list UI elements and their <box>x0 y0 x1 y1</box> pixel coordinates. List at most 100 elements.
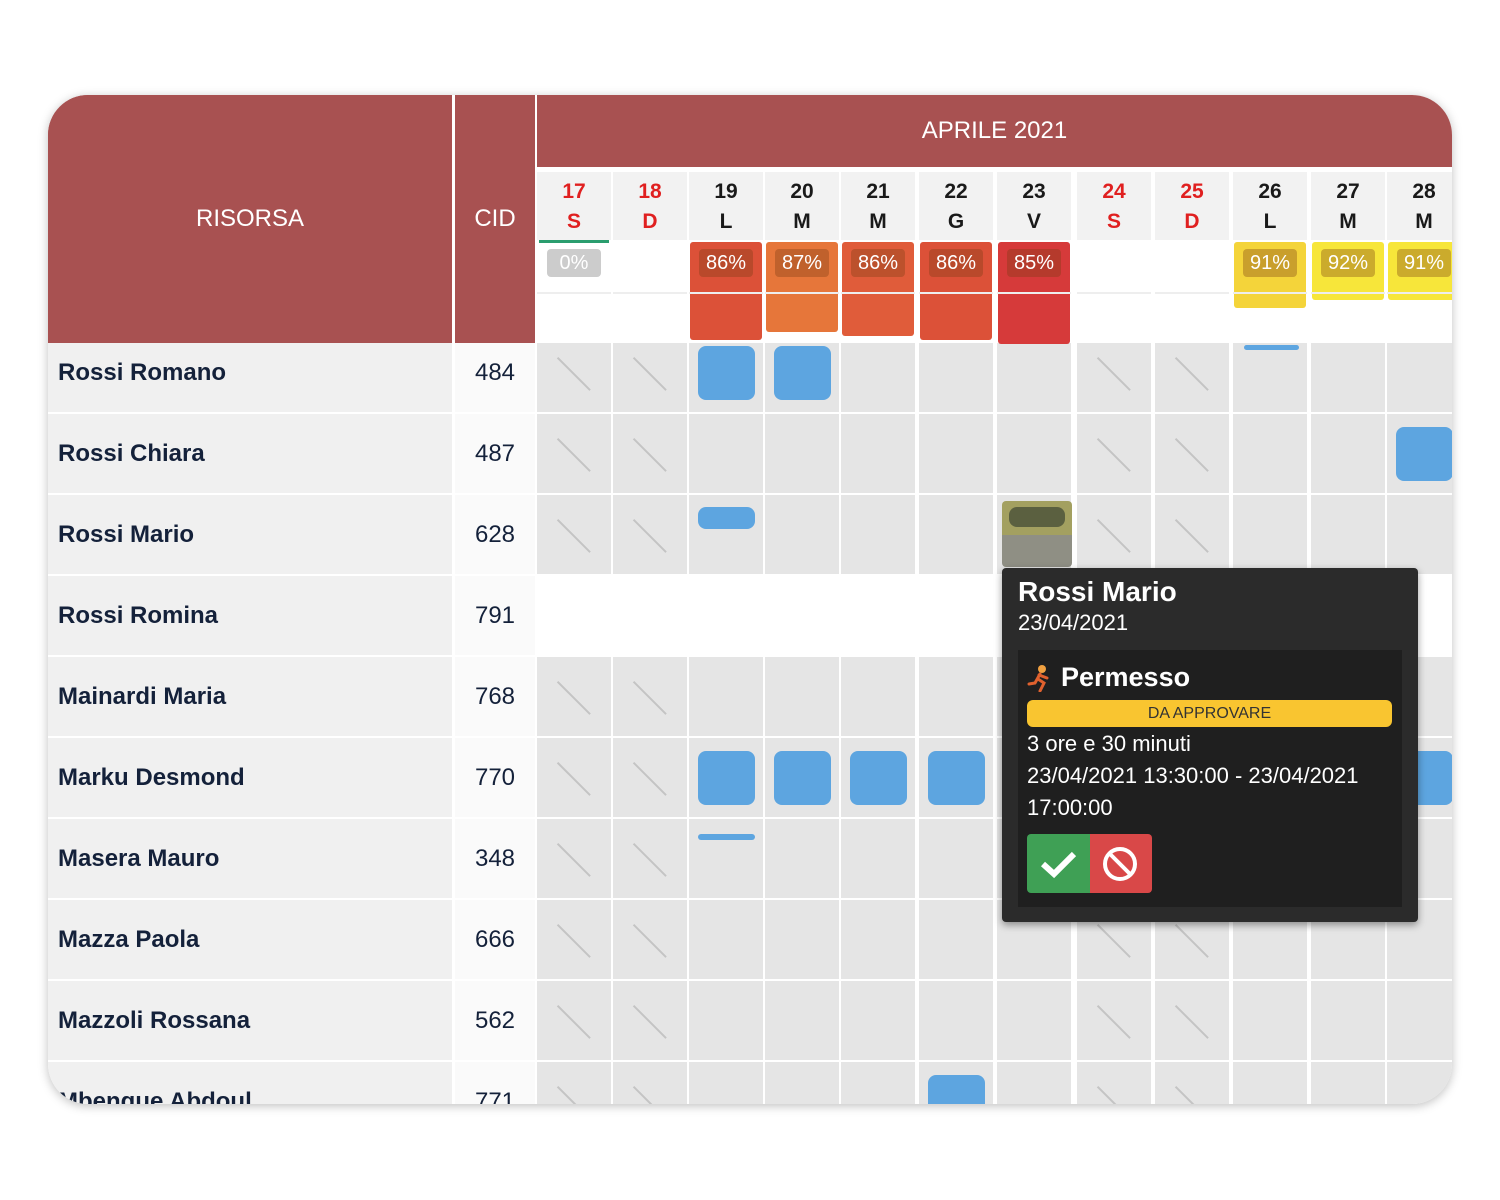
name-cell: Mazzoli Rossana <box>48 981 452 1060</box>
day-letter: M <box>1339 210 1357 233</box>
load-badge: 86% <box>699 249 753 277</box>
day-number: 21 <box>866 180 890 203</box>
day-number: 25 <box>1180 180 1204 203</box>
approve-button[interactable] <box>1027 834 1090 893</box>
day-cell <box>765 495 839 574</box>
tooltip: Rossi Mario 23/04/2021 Permesso DA APPRO… <box>1002 568 1418 922</box>
day-cell <box>537 1062 611 1104</box>
name-cell: Marku Desmond <box>48 738 452 817</box>
day-cell <box>765 1062 839 1104</box>
day-cell <box>689 981 763 1060</box>
activity-block <box>698 751 755 805</box>
name-cell: Rossi Chiara <box>48 414 452 493</box>
day-cell <box>689 657 763 736</box>
day-cell <box>841 1062 915 1104</box>
check-icon <box>1040 851 1077 879</box>
day-cell <box>919 333 993 412</box>
tooltip-duration: 3 ore e 30 minuti <box>1027 731 1191 756</box>
day-cell <box>765 981 839 1060</box>
day-cell <box>997 414 1071 493</box>
day-letter: S <box>566 210 581 233</box>
day-cell <box>765 900 839 979</box>
day-header <box>1311 172 1385 240</box>
activity-bar <box>1244 345 1299 350</box>
day-letter: G <box>947 210 965 233</box>
pending-pill <box>1009 507 1065 527</box>
cid-cell: 628 <box>455 495 535 574</box>
cid-cell: 770 <box>455 738 535 817</box>
load-block <box>1388 242 1452 300</box>
day-letter: L <box>719 210 733 233</box>
load-block <box>766 242 838 332</box>
reject-button[interactable] <box>1090 834 1152 893</box>
divider <box>535 95 537 343</box>
activity-block <box>850 751 907 805</box>
day-header <box>997 172 1071 240</box>
day-cell <box>1311 333 1385 412</box>
cid-cell: 487 <box>455 414 535 493</box>
cid-cell: 771 <box>455 1062 535 1104</box>
day-line <box>765 292 839 294</box>
day-cell <box>1387 495 1452 574</box>
activity-icon <box>1027 665 1049 692</box>
load-badge: 91% <box>1243 249 1297 277</box>
day-line <box>613 292 687 294</box>
cid-cell: 348 <box>455 819 535 898</box>
load-block <box>1234 242 1306 308</box>
day-cell <box>1311 981 1385 1060</box>
day-cell <box>919 981 993 1060</box>
tooltip-date: 23/04/2021 <box>1018 610 1129 635</box>
day-cell <box>1233 981 1307 1060</box>
day-cell <box>765 414 839 493</box>
cid-cell: 768 <box>455 657 535 736</box>
day-cell <box>1387 1062 1452 1104</box>
day-cell <box>919 657 993 736</box>
day-number: 24 <box>1102 180 1126 203</box>
cid-cell: 791 <box>455 576 535 655</box>
load-badge: 92% <box>1321 249 1375 277</box>
name-cell: Mazza Paola <box>48 900 452 979</box>
load-badge: 87% <box>775 249 829 277</box>
day-letter: M <box>793 210 811 233</box>
day-cell <box>841 819 915 898</box>
load-block <box>690 242 762 340</box>
activity-block <box>774 751 831 805</box>
load-block <box>920 242 992 340</box>
day-header <box>841 172 915 240</box>
day-cell <box>841 414 915 493</box>
day-cell <box>689 414 763 493</box>
cid-cell: 484 <box>455 333 535 412</box>
activity-block <box>774 346 831 400</box>
tooltip-type: Permesso <box>1061 662 1191 692</box>
load-badge: 86% <box>929 249 983 277</box>
tooltip-range: 23/04/2021 13:30:00 - 23/04/2021 17:00:0… <box>1027 763 1359 820</box>
day-letter: S <box>1106 210 1121 233</box>
cid-cell: 666 <box>455 900 535 979</box>
day-letter: D <box>642 210 658 233</box>
cid-header: CID <box>455 95 535 343</box>
day-header <box>1233 172 1307 240</box>
name-cell: Rossi Romano <box>48 333 452 412</box>
activity-block <box>928 1075 985 1104</box>
day-number: 17 <box>562 180 586 203</box>
day-cell <box>689 900 763 979</box>
day-line <box>1311 292 1385 294</box>
day-cell <box>765 819 839 898</box>
load-badge: 0% <box>547 249 601 277</box>
day-line <box>1155 292 1229 294</box>
day-line <box>919 292 993 294</box>
day-number: 18 <box>638 180 662 203</box>
day-cell <box>841 495 915 574</box>
day-line <box>997 292 1071 294</box>
day-cell <box>1233 1062 1307 1104</box>
name-cell: Rossi Mario <box>48 495 452 574</box>
day-cell <box>1155 1062 1229 1104</box>
cid-cell: 562 <box>455 981 535 1060</box>
day-letter: V <box>1026 210 1041 233</box>
forbid-icon <box>1103 847 1137 881</box>
day-cell <box>919 900 993 979</box>
day-number: 28 <box>1412 180 1436 203</box>
load-badge: 86% <box>851 249 905 277</box>
